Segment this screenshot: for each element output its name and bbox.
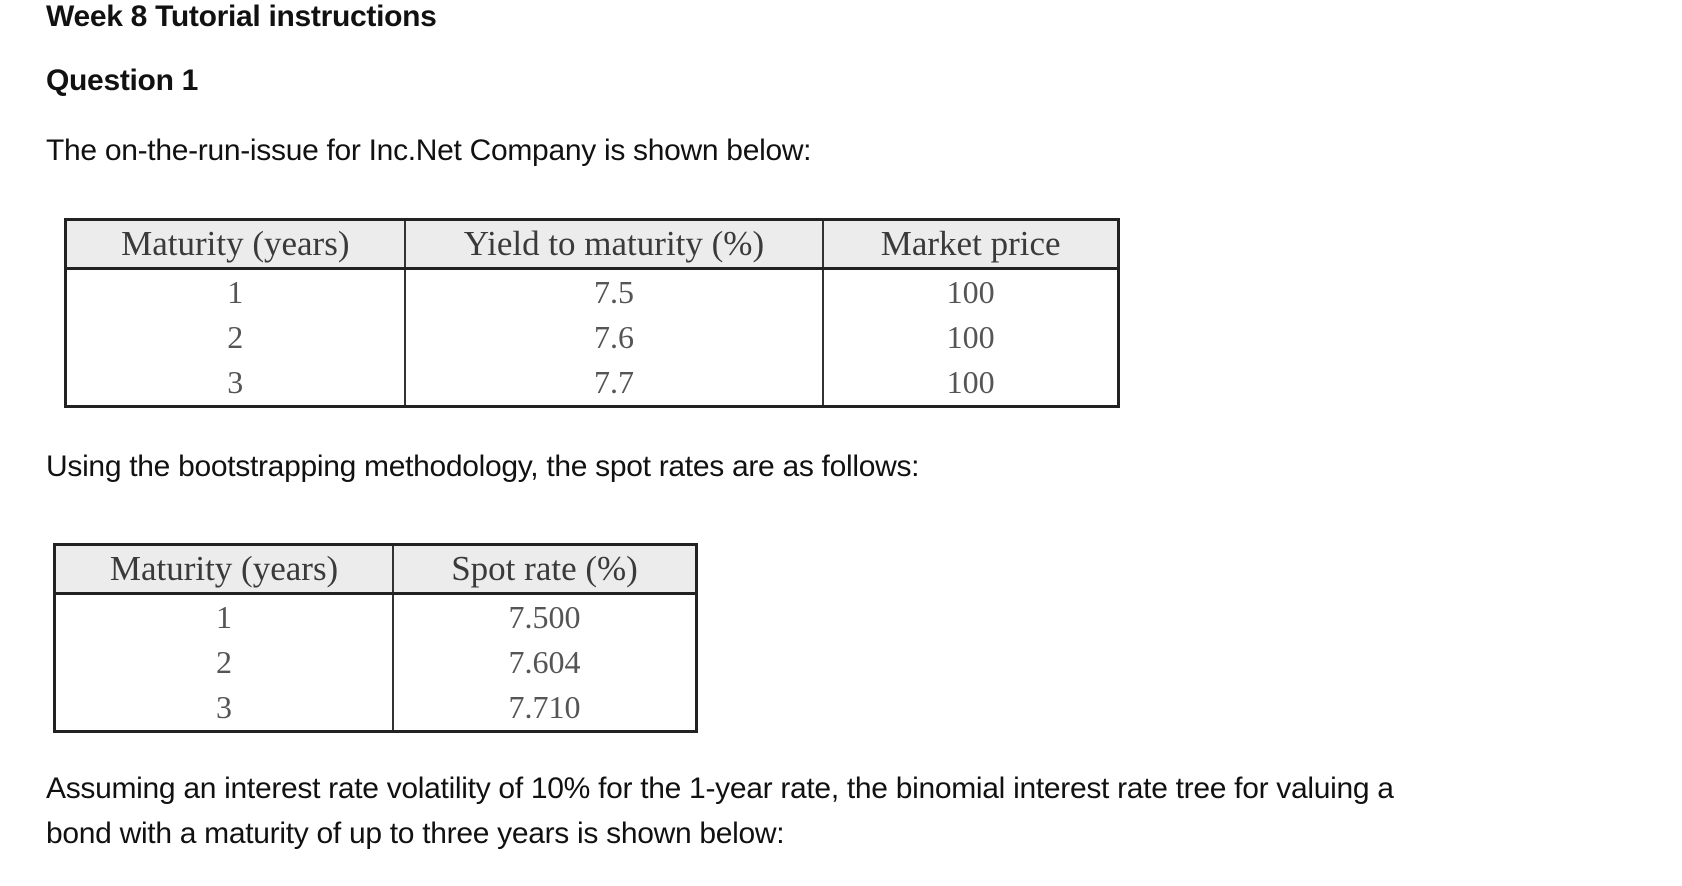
column-header-maturity: Maturity (years) <box>54 544 395 595</box>
bootstrap-text: Using the bootstrapping methodology, the… <box>46 450 920 483</box>
table-cell: 100 <box>946 319 995 355</box>
table-cell: 1 <box>65 268 406 315</box>
table-cell: 3 <box>54 685 395 732</box>
table-cell: 7.604 <box>508 644 581 680</box>
table-row: 3 7.7 100 <box>65 360 1119 407</box>
table-cell: 3 <box>65 360 406 407</box>
table-cell: 7.710 <box>508 689 581 725</box>
column-header-market-price: Market price <box>823 219 1119 270</box>
table-cell: 100 <box>946 274 995 310</box>
table-row: 1 7.500 <box>54 593 697 640</box>
table-cell: 7.5 <box>404 268 825 315</box>
table-cell: 7.6 <box>404 315 825 360</box>
table-cell: 2 <box>54 640 395 685</box>
on-the-run-issue-table: Maturity (years) Yield to maturity (%) M… <box>64 218 1120 408</box>
spot-rate-table: Maturity (years) Spot rate (%) 1 7.500 2… <box>53 543 698 733</box>
tree-text-line-2: bond with a maturity of up to three year… <box>46 817 785 850</box>
column-header-maturity: Maturity (years) <box>65 219 406 270</box>
table-cell: 7.7 <box>404 360 825 407</box>
table-cell: 7.500 <box>508 599 581 635</box>
tree-text-line-1: Assuming an interest rate volatility of … <box>46 772 1394 805</box>
intro-text: The on-the-run-issue for Inc.Net Company… <box>46 134 812 167</box>
question-heading: Question 1 <box>46 64 199 97</box>
column-header-spot-rate: Spot rate (%) <box>393 544 697 595</box>
table-row: 2 7.6 100 <box>65 315 1119 360</box>
table-cell: 1 <box>54 593 395 640</box>
table-header-row: Maturity (years) Yield to maturity (%) M… <box>65 219 1119 270</box>
table-row: 2 7.604 <box>54 640 697 685</box>
table-cell: 100 <box>946 364 995 400</box>
table-cell: 2 <box>65 315 406 360</box>
column-header-yield: Yield to maturity (%) <box>404 219 825 270</box>
table-row: 3 7.710 <box>54 685 697 732</box>
table-header-row: Maturity (years) Spot rate (%) <box>54 544 697 595</box>
table-row: 1 7.5 100 <box>65 268 1119 315</box>
page-title: Week 8 Tutorial instructions <box>46 0 437 33</box>
